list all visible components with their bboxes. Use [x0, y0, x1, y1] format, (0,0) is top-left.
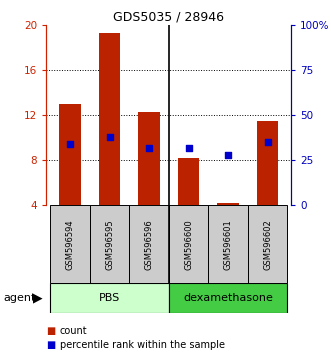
Point: [107, 134, 112, 139]
Point: [186, 145, 191, 150]
Bar: [208, 205, 248, 283]
Bar: [138, 112, 160, 205]
Point: [146, 145, 152, 150]
Text: ■: ■: [46, 326, 56, 336]
Point: [68, 141, 73, 147]
Text: GSM596600: GSM596600: [184, 219, 193, 270]
Text: GSM596602: GSM596602: [263, 219, 272, 270]
Bar: [90, 205, 129, 283]
Title: GDS5035 / 28946: GDS5035 / 28946: [113, 11, 224, 24]
Text: GSM596595: GSM596595: [105, 219, 114, 270]
Text: percentile rank within the sample: percentile rank within the sample: [60, 340, 224, 350]
Text: ■: ■: [46, 340, 56, 350]
Bar: [169, 283, 287, 313]
Text: ▶: ▶: [33, 292, 43, 305]
Bar: [50, 205, 90, 283]
Bar: [129, 205, 169, 283]
Bar: [169, 205, 208, 283]
Text: GSM596596: GSM596596: [145, 219, 154, 270]
Bar: [178, 158, 200, 205]
Text: count: count: [60, 326, 87, 336]
Text: GSM596594: GSM596594: [66, 219, 74, 270]
Text: agent: agent: [3, 293, 36, 303]
Point: [225, 152, 231, 158]
Bar: [248, 205, 287, 283]
Text: PBS: PBS: [99, 293, 120, 303]
Bar: [50, 283, 169, 313]
Point: [265, 139, 270, 145]
Text: GSM596601: GSM596601: [223, 219, 233, 270]
Bar: [59, 104, 81, 205]
Bar: [217, 203, 239, 205]
Bar: [257, 121, 278, 205]
Bar: [99, 33, 120, 205]
Text: dexamethasone: dexamethasone: [183, 293, 273, 303]
